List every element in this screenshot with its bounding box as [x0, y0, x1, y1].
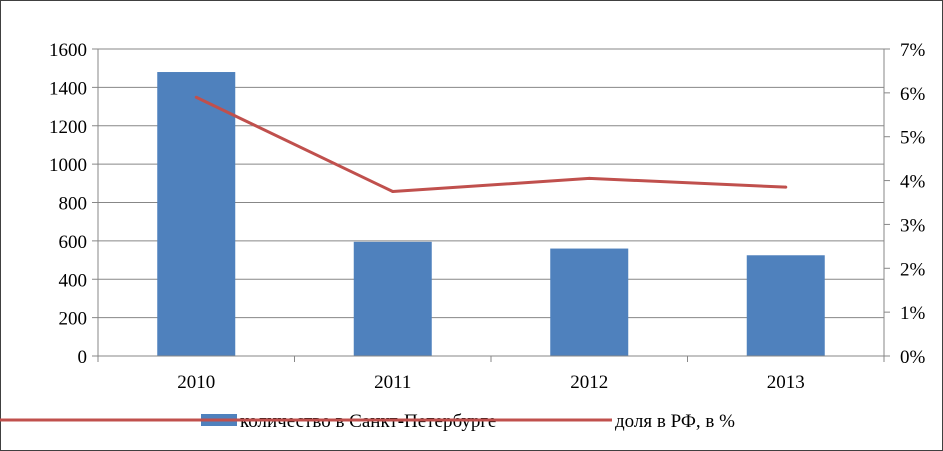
x-tick-label: 2010 — [177, 372, 215, 393]
left-tick-label: 0 — [78, 347, 88, 368]
bar-series — [157, 72, 825, 357]
x-tick-label: 2012 — [570, 372, 608, 393]
line-point — [587, 176, 591, 180]
line-path — [195, 95, 786, 194]
bar — [746, 255, 825, 356]
line-point — [194, 95, 198, 99]
right-tick-label: 1% — [900, 303, 926, 324]
x-tick-label: 2013 — [767, 372, 805, 393]
right-tick-label: 2% — [900, 259, 926, 280]
left-tick-label: 400 — [59, 270, 88, 291]
right-tick-label: 6% — [900, 84, 926, 105]
left-tick-label: 1200 — [49, 117, 87, 138]
left-tick-label: 1000 — [49, 155, 87, 176]
x-axis-ticks: 2010 2011 2012 2013 — [177, 372, 805, 393]
left-tick-label: 600 — [59, 232, 88, 253]
right-tick-label: 7% — [900, 40, 926, 61]
left-axis-ticks: 0 200 400 600 800 1000 1200 1400 1600 — [49, 40, 98, 368]
x-tick-label: 2011 — [374, 372, 411, 393]
left-tick-label: 200 — [59, 309, 88, 330]
left-tick-label: 800 — [59, 194, 88, 215]
bar — [157, 72, 236, 357]
bar — [353, 241, 432, 356]
right-tick-label: 5% — [900, 128, 926, 149]
line-point — [391, 190, 395, 194]
left-tick-label: 1400 — [49, 78, 87, 99]
line-point — [784, 185, 788, 189]
right-tick-label: 0% — [900, 347, 926, 368]
right-axis-ticks: 0% 1% 2% 3% 4% 5% 6% 7% — [884, 40, 926, 368]
left-tick-label: 1600 — [49, 40, 87, 61]
legend-label-line: доля в РФ, в % — [615, 411, 735, 432]
legend: количество в Санкт-Петербурге доля в РФ,… — [0, 411, 735, 432]
line-series — [194, 95, 788, 194]
right-tick-label: 3% — [900, 215, 926, 236]
bar — [550, 248, 629, 356]
right-tick-label: 4% — [900, 172, 926, 193]
